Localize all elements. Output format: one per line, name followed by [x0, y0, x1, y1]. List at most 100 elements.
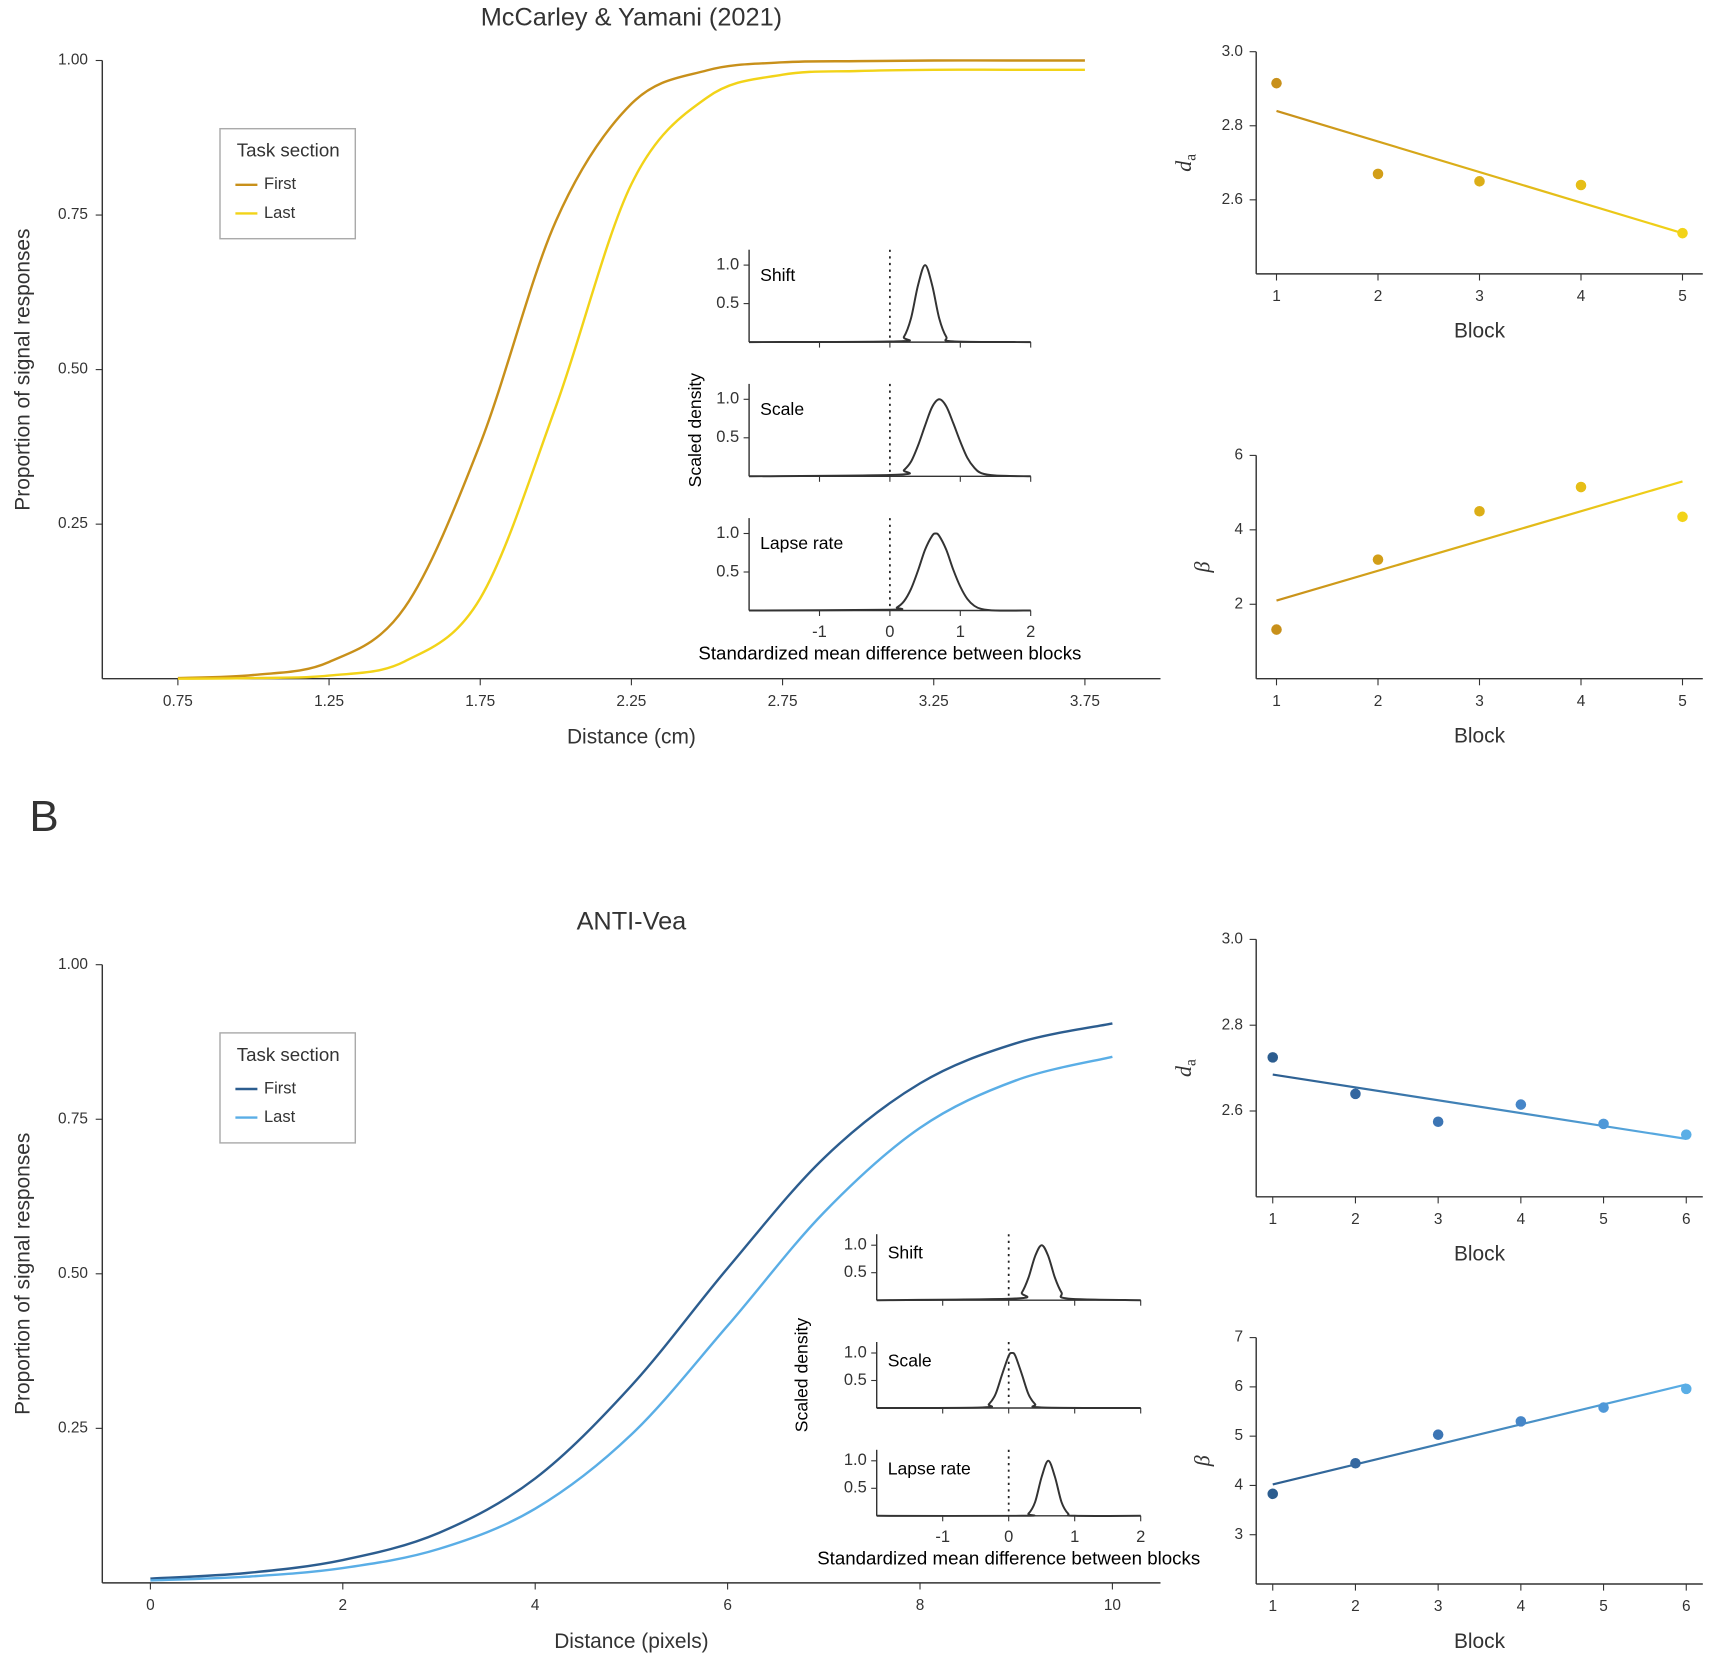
x-tick-label: 2 [339, 1597, 348, 1614]
data-point [1432, 1116, 1444, 1128]
data-point [1372, 168, 1384, 180]
x-tick-label: 0 [1004, 1528, 1013, 1546]
curve [150, 1055, 1113, 1582]
y-tick-label: 0.75 [58, 206, 88, 223]
x-tick-label: 8 [916, 1597, 925, 1614]
y-tick-label: 0.5 [716, 562, 739, 580]
y-tick-label: 7 [1234, 1329, 1243, 1346]
figure-body: 0.250.500.751.000.75 1.25 1.75 2.25 2.75 3.25… [12, 3, 1703, 1653]
chart-title: McCarley & Yamani (2021) [481, 3, 782, 31]
x-tick-label: 5 [1599, 1211, 1608, 1228]
data-point [1677, 227, 1688, 239]
density-curve [749, 532, 1031, 612]
x-tick-label: 3 [1475, 693, 1484, 710]
panel-label: Scale [760, 399, 804, 419]
x-tick-label: 5 [1599, 1598, 1608, 1615]
x-tick-label: -1 [812, 623, 827, 641]
x-tick-label: 2 [1136, 1528, 1145, 1546]
y-label-subscript: a [1182, 1059, 1199, 1066]
x-tick-label: 4 [1517, 1598, 1526, 1615]
y-tick-label: 6 [1234, 1378, 1243, 1395]
x-tick-label: 4 [1577, 693, 1586, 710]
x-tick-label: -1 [935, 1528, 950, 1546]
x-tick-label: 1 [956, 623, 965, 641]
y-tick-label: 0.5 [716, 294, 739, 312]
x-axis-label: Standardized mean difference between blo… [817, 1548, 1200, 1569]
x-tick-label: 6 [1682, 1598, 1691, 1615]
y-label-subscript: a [1182, 154, 1199, 161]
trend-line [1272, 1383, 1687, 1486]
x-tick-label: 3.25 [919, 693, 949, 710]
x-tick-label: 4 [1517, 1211, 1526, 1228]
x-tick-label: 10 [1104, 1597, 1121, 1614]
y-tick-label: 2.8 [1222, 1016, 1243, 1033]
panel-label: Shift [888, 1243, 923, 1263]
data-point [1350, 1088, 1361, 1100]
x-tick-label: 1 [1272, 288, 1281, 305]
y-tick-label: 4 [1234, 1477, 1243, 1494]
data-point [1267, 1488, 1279, 1500]
y-axis-label: Proportion of signal responses [12, 1133, 35, 1415]
x-tick-label: 0 [885, 623, 894, 641]
y-tick-label: 2 [1234, 595, 1243, 612]
curve [177, 59, 1085, 680]
panel-label: B [29, 792, 58, 841]
curve [177, 68, 1085, 680]
x-axis-label: Distance (cm) [567, 726, 696, 749]
y-label-main: d [1171, 1065, 1196, 1077]
data-point [1432, 1429, 1444, 1440]
data-point [1680, 1383, 1692, 1395]
x-tick-label: 1 [1268, 1211, 1277, 1228]
legend-label: First [264, 1079, 296, 1097]
y-axis-label: da [1171, 1059, 1199, 1077]
x-axis-label: Standardized mean difference between blo… [698, 642, 1081, 663]
x-tick-label: 2 [1374, 288, 1383, 305]
data-point [1598, 1118, 1609, 1130]
legend-label: Last [264, 1108, 296, 1126]
y-tick-label: 1.00 [58, 52, 88, 69]
x-tick-label: 3 [1475, 288, 1484, 305]
legend-label: First [264, 175, 296, 193]
y-tick-label: 0.75 [58, 1110, 88, 1127]
x-tick-label: 0.75 [163, 693, 193, 710]
y-label-main: β [1190, 1455, 1215, 1467]
x-tick-label: 5 [1678, 693, 1687, 710]
data-point [1474, 176, 1485, 187]
x-tick-label: 2 [1026, 623, 1035, 641]
y-label-main: d [1171, 160, 1196, 172]
y-axis-label: Proportion of signal responses [12, 229, 35, 511]
y-tick-label: 5 [1234, 1427, 1243, 1444]
density-curve [876, 1351, 1141, 1409]
x-tick-label: 3.75 [1070, 693, 1100, 710]
x-axis-label: Block [1454, 320, 1506, 343]
data-point [1372, 554, 1384, 565]
legend-title: Task section [237, 140, 340, 161]
y-tick-label: 1.0 [844, 1343, 867, 1361]
data-point [1474, 505, 1485, 517]
chart-title: ANTI-Vea [577, 908, 688, 936]
y-tick-label: 1.0 [844, 1236, 867, 1254]
curve [150, 1022, 1113, 1580]
x-tick-label: 2.75 [768, 693, 798, 710]
x-tick-label: 3 [1434, 1211, 1443, 1228]
y-tick-label: 3 [1234, 1526, 1243, 1543]
y-axis-label: β [1190, 1455, 1215, 1467]
y-tick-label: 1.0 [716, 524, 739, 542]
data-point [1575, 179, 1587, 191]
x-tick-label: 2.25 [616, 693, 646, 710]
y-tick-label: 3.0 [1222, 43, 1243, 60]
y-tick-label: 1.0 [844, 1451, 867, 1469]
x-axis-label: Distance (pixels) [554, 1630, 708, 1653]
data-point [1271, 77, 1282, 89]
y-tick-label: 0.5 [844, 1479, 867, 1497]
x-tick-label: 1.25 [314, 693, 344, 710]
x-tick-label: 1 [1070, 1528, 1079, 1546]
y-label-main: β [1190, 562, 1215, 574]
x-tick-label: 5 [1678, 288, 1687, 305]
data-point [1271, 624, 1282, 635]
y-tick-label: 3.0 [1222, 930, 1243, 947]
panel-label: Lapse rate [888, 1458, 971, 1478]
x-axis-label: Block [1454, 1630, 1506, 1653]
density-curve [749, 398, 1031, 478]
